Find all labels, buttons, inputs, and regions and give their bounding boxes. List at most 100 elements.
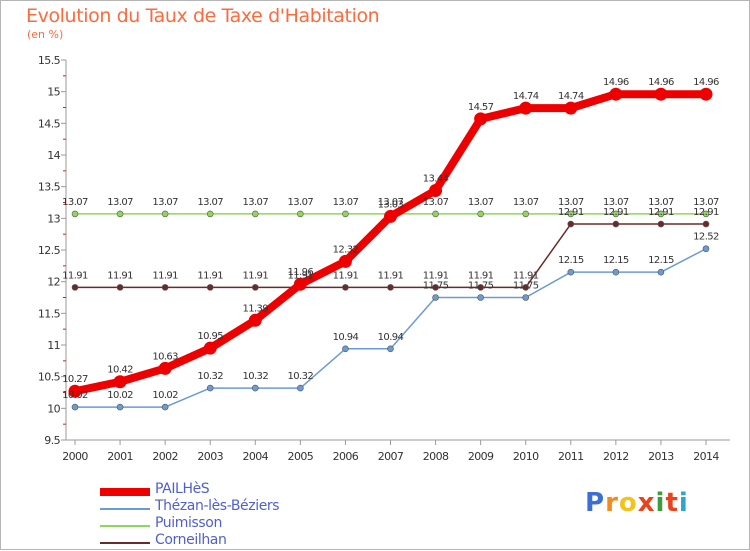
x-tick-label: 2007 [378, 450, 404, 463]
data-point-3 [702, 220, 710, 228]
legend-label-corneilhan: Corneilhan [155, 532, 227, 548]
legend-item-pailhes[interactable]: PAILHèS [100, 481, 360, 500]
data-point-3 [161, 284, 169, 291]
data-label-1: 10.94 [378, 332, 404, 343]
data-label-0: 11.96 [288, 267, 314, 278]
logo-letter: o [618, 488, 638, 518]
data-point-3 [116, 284, 124, 291]
data-label-2: 13.07 [152, 197, 178, 208]
data-point-0 [293, 277, 307, 291]
x-tick-label: 2011 [558, 450, 584, 463]
data-label-3: 11.91 [468, 270, 494, 281]
data-label-1: 12.15 [603, 255, 629, 266]
data-point-2 [116, 210, 124, 218]
data-label-0: 10.42 [107, 365, 133, 376]
data-label-2: 13.07 [558, 197, 584, 208]
data-point-2 [297, 210, 304, 218]
x-tick-label: 2010 [513, 450, 539, 463]
x-tick-label: 2006 [333, 450, 359, 463]
legend-label-puimisson: Puimisson [155, 515, 222, 531]
data-point-0 [519, 101, 533, 115]
data-point-0 [474, 112, 488, 126]
data-point-1 [612, 268, 620, 276]
data-point-0 [564, 101, 578, 115]
legend-item-puimisson[interactable]: Puimisson [100, 515, 360, 534]
data-label-1: 10.02 [107, 390, 133, 401]
data-point-2 [612, 210, 620, 218]
data-label-2: 13.07 [107, 197, 133, 208]
data-point-2 [161, 210, 169, 218]
legend-label-pailhes: PAILHèS [155, 481, 210, 497]
data-label-1: 10.32 [288, 371, 314, 382]
data-label-3: 11.91 [62, 270, 88, 281]
data-label-3: 11.91 [242, 270, 268, 281]
data-label-3: 11.91 [513, 270, 539, 281]
y-tick-label: 12.5 [38, 244, 61, 257]
data-point-1 [297, 384, 304, 392]
x-tick-label: 2004 [242, 450, 268, 463]
data-point-2 [251, 210, 259, 218]
data-point-0 [609, 87, 623, 101]
data-point-0 [113, 375, 127, 389]
data-label-1: 12.15 [648, 255, 674, 266]
legend-swatch-puimisson [100, 525, 150, 527]
x-tick-label: 2009 [468, 450, 494, 463]
data-point-1 [71, 403, 79, 411]
data-point-3 [567, 220, 575, 228]
data-label-1: 11.75 [513, 281, 539, 292]
data-label-2: 13.07 [468, 197, 494, 208]
chart-title: Evolution du Taux de Taxe d'Habitation [26, 5, 380, 27]
data-point-2 [657, 210, 665, 218]
data-label-0: 14.96 [603, 77, 629, 88]
data-point-0 [203, 341, 217, 355]
x-tick-label: 2014 [693, 450, 719, 463]
data-point-1 [567, 268, 575, 276]
x-tick-label: 2002 [152, 450, 178, 463]
y-tick-label: 11 [47, 339, 60, 352]
data-point-0 [68, 384, 82, 398]
data-point-0 [158, 361, 172, 375]
data-point-3 [612, 220, 620, 228]
data-point-2 [342, 210, 349, 218]
data-label-3: 12.91 [693, 207, 719, 218]
data-point-3 [432, 284, 439, 291]
data-point-0 [654, 87, 668, 101]
data-point-3 [387, 284, 394, 291]
data-point-1 [342, 345, 349, 353]
legend-item-thezan[interactable]: Thézan-lès-Béziers [100, 498, 360, 517]
data-label-3: 11.91 [333, 270, 359, 281]
data-point-3 [657, 220, 665, 228]
legend-item-corneilhan[interactable]: Corneilhan [100, 532, 360, 551]
logo-letter: P [585, 488, 606, 518]
data-label-2: 13.07 [242, 197, 268, 208]
data-point-2 [702, 210, 710, 218]
data-point-0 [429, 183, 443, 197]
data-point-3 [477, 284, 484, 291]
data-label-3: 11.91 [107, 270, 133, 281]
x-tick-label: 2000 [62, 450, 88, 463]
data-label-1: 10.32 [197, 371, 223, 382]
data-label-2: 13.07 [423, 197, 449, 208]
legend-label-thezan: Thézan-lès-Béziers [155, 498, 280, 514]
data-label-0: 14.96 [648, 77, 674, 88]
y-tick-label: 11.5 [38, 307, 61, 320]
data-point-0 [338, 254, 352, 268]
data-label-2: 13.07 [378, 197, 404, 208]
data-label-0: 14.74 [513, 91, 539, 102]
data-label-3: 11.91 [378, 270, 404, 281]
data-label-1: 10.02 [152, 390, 178, 401]
data-point-1 [702, 245, 710, 253]
y-tick-label: 15 [47, 86, 60, 99]
data-label-0: 13.44 [423, 173, 449, 184]
logo-letter: i [655, 488, 666, 518]
y-tick-label: 13 [47, 212, 60, 225]
data-point-3 [251, 284, 259, 291]
legend-swatch-pailhes [100, 488, 150, 496]
data-point-1 [251, 384, 259, 392]
y-tick-label: 14.5 [38, 117, 61, 130]
x-tick-label: 2001 [107, 450, 133, 463]
data-point-1 [477, 294, 484, 301]
data-label-0: 10.63 [152, 351, 178, 362]
logo-letter: r [605, 488, 619, 518]
data-label-3: 12.91 [648, 207, 674, 218]
